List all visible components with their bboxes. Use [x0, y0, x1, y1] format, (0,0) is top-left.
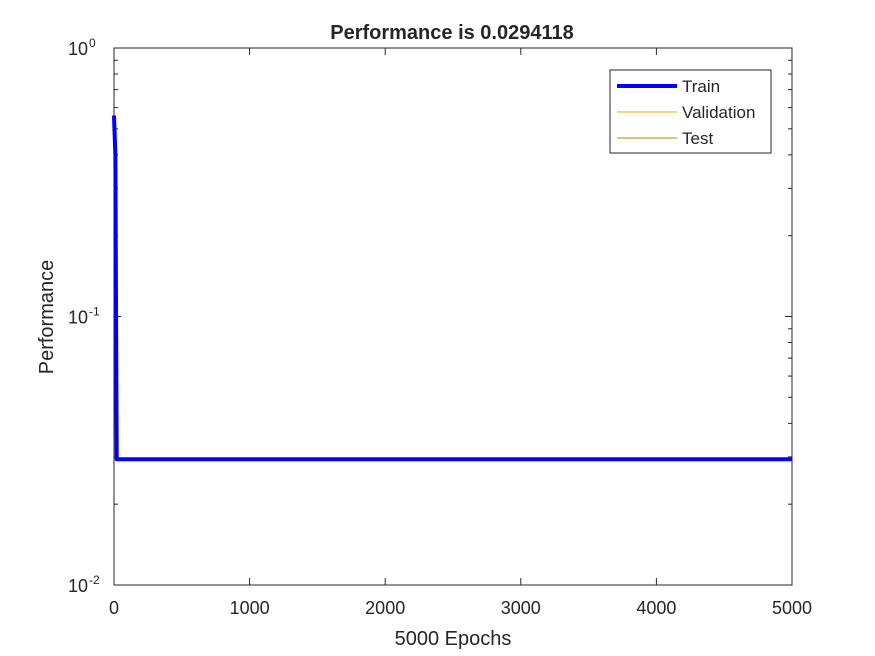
y-tick-label: 10: [68, 39, 88, 59]
y-tick-label: 10: [68, 576, 88, 596]
legend-label-train: Train: [682, 77, 720, 96]
y-tick-label: 10: [68, 308, 88, 328]
x-tick-label: 2000: [365, 598, 405, 618]
x-tick-label: 4000: [636, 598, 676, 618]
y-tick-exponent: -1: [89, 305, 100, 319]
x-tick-label: 1000: [230, 598, 270, 618]
x-axis-label: 5000 Epochs: [395, 628, 512, 650]
chart-title: Performance is 0.0294118: [330, 22, 574, 44]
x-tick-label: 5000: [772, 598, 812, 618]
y-tick-exponent: -2: [89, 573, 100, 587]
legend-label-test: Test: [682, 129, 713, 148]
x-axis-ticks: 0 1000 2000 3000 4000 5000: [109, 48, 812, 618]
legend-label-validation: Validation: [682, 103, 755, 122]
x-tick-label: 0: [109, 598, 119, 618]
series-layer: [112, 115, 792, 462]
y-tick-exponent: 0: [89, 36, 96, 50]
x-tick-label: 3000: [501, 598, 541, 618]
y-axis-label: Performance: [36, 260, 58, 375]
legend: Train Validation Test: [609, 69, 772, 154]
series-line-train: [112, 115, 792, 462]
